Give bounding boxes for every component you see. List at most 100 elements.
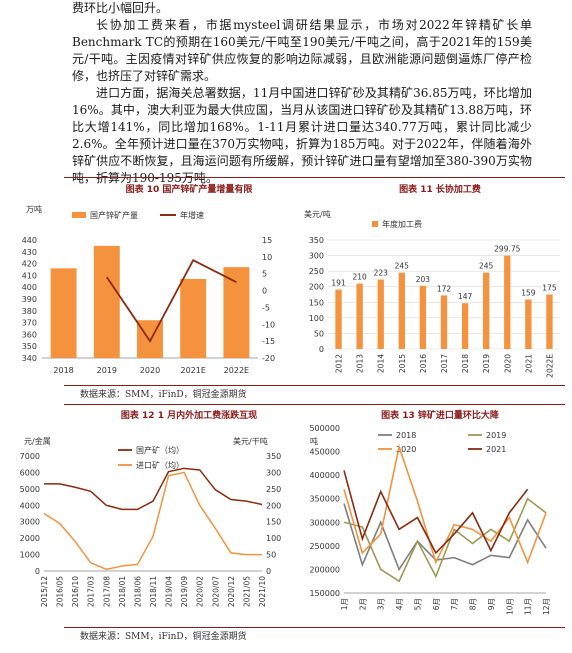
x-tick-label: 2018	[53, 366, 73, 375]
y-tick-label: 5000	[20, 485, 40, 494]
source-note-bottom: 数据来源：SMM，iFinD，铜冠金源期货	[80, 632, 247, 642]
y2-tick-label: 5	[262, 270, 267, 279]
y-tick-label: 350000	[309, 495, 340, 504]
figure-rule-bottom-top	[64, 404, 565, 405]
bar-production-2021E	[180, 278, 207, 358]
y-tick-label: 100	[309, 314, 324, 323]
bar-2021	[525, 299, 532, 349]
bar-2016	[419, 285, 427, 349]
x-tick-label: 4月	[395, 598, 404, 610]
legend-swatch-production	[72, 212, 86, 218]
y2-axis-unit: 美元/干吨	[233, 436, 268, 446]
x-tick-label: 2019	[482, 354, 491, 373]
x-tick-label: 2018/01	[118, 576, 127, 607]
x-tick-label: 2016	[419, 354, 428, 373]
data-label: 245	[395, 262, 410, 271]
x-tick-label: 2016/10	[71, 576, 80, 607]
x-tick-label: 2019/09	[180, 576, 189, 607]
y-tick-label: 200	[309, 283, 324, 292]
data-label: 210	[352, 273, 367, 282]
y2-tick-label: -20	[262, 354, 275, 363]
y-tick-label: 350	[309, 236, 324, 245]
paragraph-2: 进口方面，据海关总署数据，11月中国进口锌矿砂及其精矿36.85万吨，环比增加1…	[72, 86, 532, 185]
y-tick-label: 1000	[20, 551, 40, 560]
y-tick-label: 7000	[20, 452, 40, 461]
legend-label-imported: 进口矿（均）	[136, 460, 184, 470]
legend-label-growth: 年增速	[180, 210, 204, 220]
figure-rule-top	[64, 177, 565, 178]
y2-tick-label: 15	[262, 236, 272, 245]
x-tick-label: 2012	[335, 354, 344, 373]
x-tick-label: 2020/12	[227, 576, 236, 607]
legend-label-domestic: 国产矿（均）	[136, 445, 184, 455]
x-tick-label: 6月	[432, 598, 441, 610]
line-2021	[343, 470, 529, 555]
y-tick-label: 2000	[20, 534, 40, 543]
data-label: 203	[416, 275, 431, 284]
fig10-caption: 图表 10 国产锌矿产量增量有限	[125, 185, 253, 195]
x-tick-label: 2018/11	[149, 576, 158, 607]
paragraph-0: 费环比小幅回升。	[72, 1, 169, 15]
y2-tick-label: 350	[266, 452, 281, 461]
y-tick-label: 340	[22, 354, 37, 363]
bar-2012	[335, 289, 342, 349]
bar-production-2018	[50, 268, 77, 358]
y-tick-label: 0	[35, 567, 40, 576]
fig12-caption: 图表 12 1 月内外加工费涨跌互现	[120, 411, 258, 421]
y-axis-unit: 美元/吨	[304, 209, 331, 219]
y2-tick-label: -15	[262, 337, 275, 346]
y-tick-label: 380	[22, 307, 37, 316]
y-tick-label: 420	[22, 260, 37, 269]
x-tick-label: 7月	[450, 598, 459, 610]
y2-tick-label: 50	[266, 551, 276, 560]
y-tick-label: 450000	[309, 448, 340, 457]
fig12-chart: 元/金属 美元/干吨国产矿（均）进口矿（均）0100020003000400050…	[20, 436, 282, 607]
y-tick-label: 150	[309, 298, 324, 307]
x-tick-label: 2014	[377, 354, 386, 373]
fig11-caption: 图表 11 长协加工费	[399, 185, 481, 195]
legend-label: 年度加工费	[382, 219, 422, 229]
bar-2018	[461, 303, 469, 349]
bar-2022E	[546, 294, 553, 349]
bar-2020	[504, 255, 511, 349]
legend-label-2020: 2020	[396, 445, 416, 454]
x-tick-label: 2月	[358, 598, 367, 610]
fig13-caption: 图表 13 锌矿进口量环比大降	[381, 411, 499, 421]
line-domestic	[44, 467, 263, 511]
y-tick-label: 50	[314, 329, 324, 338]
x-tick-label: 2020	[503, 354, 512, 373]
x-tick-label: 2017/08	[102, 576, 111, 607]
legend-label-production: 国产锌矿产量	[90, 210, 138, 220]
x-tick-label: 2016/05	[56, 576, 65, 607]
x-tick-label: 2019/04	[165, 576, 174, 607]
y2-tick-label: -5	[262, 303, 270, 312]
source-note-top: 数据来源：SMM，iFinD，铜冠金源期货	[80, 390, 247, 400]
y-tick-label: 300	[309, 252, 324, 261]
y-tick-label: 500000	[309, 424, 340, 433]
legend-label-2019: 2019	[486, 431, 506, 440]
y-tick-label: 370	[22, 319, 37, 328]
y-tick-label: 250	[309, 267, 324, 276]
legend-label-2018: 2018	[396, 431, 416, 440]
y-tick-label: 250000	[309, 542, 340, 551]
fig13-chart: 吨 2018 2019 2020 2021 150000 200000 250000 30000…	[309, 424, 551, 615]
bar-2013	[356, 283, 363, 349]
y-axis-unit: 元/金属	[24, 436, 51, 446]
data-label: 159	[521, 288, 536, 297]
line-2018	[343, 503, 547, 572]
y2-tick-label: 100	[266, 534, 281, 543]
bar-2017	[440, 295, 448, 349]
y-tick-label: 350	[22, 342, 37, 351]
y-tick-label: 440	[22, 236, 37, 245]
data-label: 223	[374, 269, 389, 278]
x-tick-label: 2022E	[224, 366, 249, 375]
y-tick-label: 150000	[309, 589, 340, 598]
bar-2014	[377, 279, 384, 349]
x-tick-label: 2022E	[545, 354, 554, 378]
y2-tick-label: 0	[262, 287, 267, 296]
data-label: 299.75	[494, 245, 520, 254]
data-label: 245	[479, 262, 494, 271]
x-tick-label: 2019	[97, 366, 117, 375]
